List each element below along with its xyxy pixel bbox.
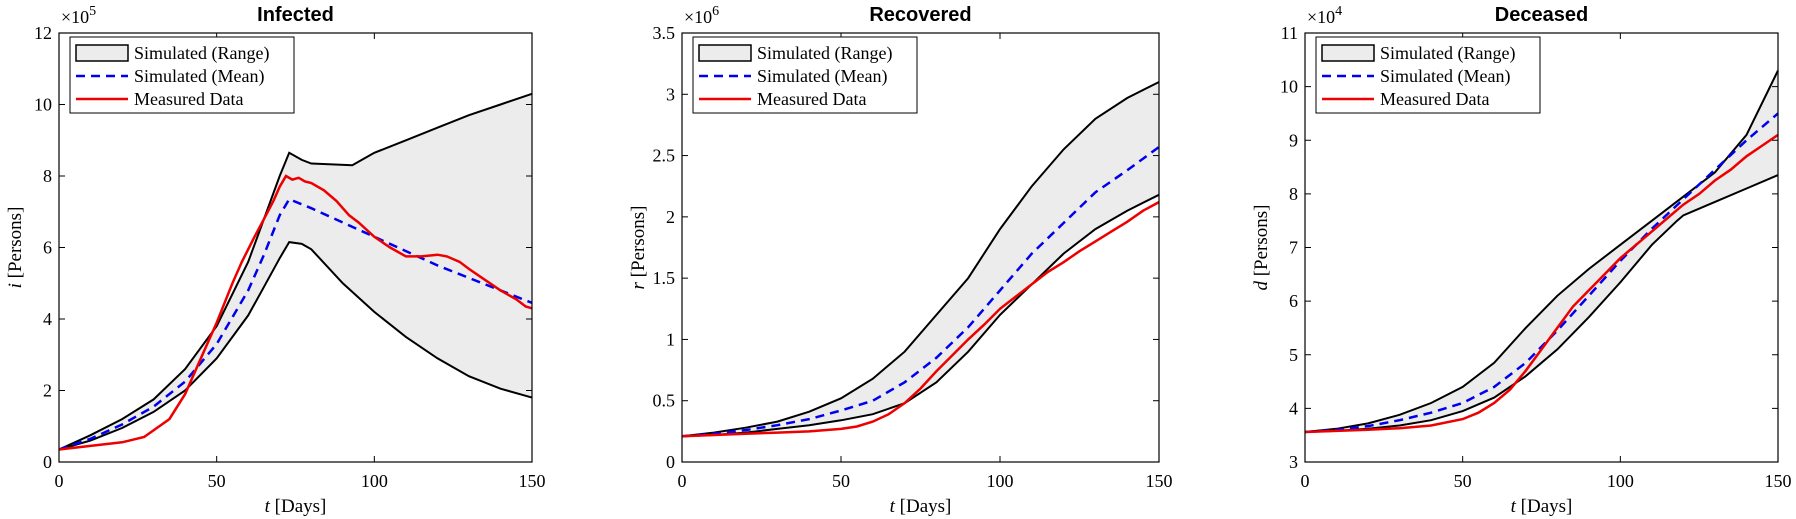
y-tick-label: 1.5: [653, 268, 676, 288]
y-tick-label: 0: [43, 452, 52, 472]
x-tick-label: 0: [1301, 471, 1310, 491]
y-tick-label: 2: [43, 381, 52, 401]
x-tick-label: 150: [1146, 471, 1173, 491]
legend-swatch-range: [75, 44, 129, 62]
legend-swatch-range: [698, 44, 752, 62]
legend-label: Measured Data: [1380, 89, 1489, 109]
range-band: [1305, 70, 1778, 432]
x-tick-label: 100: [1607, 471, 1634, 491]
legend-label: Measured Data: [134, 89, 243, 109]
chart-infected: 0 50 100 150 0 2 4 6 8 10 12 ×105 Infected t [Days] i …: [5, 4, 546, 517]
range-upper-line: [681, 81, 1160, 438]
legend-label: Simulated (Range): [1380, 43, 1515, 64]
x-axis-label: t [Days]: [890, 496, 952, 517]
legend: Simulated (Range)Simulated (Mean)Measure…: [69, 36, 295, 114]
mean-line: [1304, 112, 1779, 434]
x-tick-label: 50: [832, 471, 850, 491]
range-lower-line: [1304, 174, 1779, 433]
y-tick-label: 9: [1289, 130, 1298, 150]
x-tick-label: 150: [519, 471, 546, 491]
measured-line: [681, 201, 1160, 438]
y-tick-label: 1: [666, 329, 675, 349]
x-tick-label: 100: [987, 471, 1014, 491]
x-tick-label: 0: [55, 471, 64, 491]
y-exponent-label: ×106: [684, 4, 719, 27]
y-tick-label: 6: [1289, 291, 1298, 311]
y-tick-label: 3: [666, 84, 675, 104]
legend-label: Simulated (Mean): [134, 66, 264, 87]
y-axis-label: d [Persons]: [1251, 204, 1272, 290]
y-tick-label: 7: [1289, 238, 1298, 258]
mean-line: [58, 197, 533, 451]
legend-label: Simulated (Range): [134, 43, 269, 64]
x-tick-label: 0: [678, 471, 687, 491]
y-tick-label: 2.5: [653, 146, 676, 166]
y-exponent-label: ×104: [1307, 4, 1342, 27]
legend-label: Measured Data: [757, 89, 866, 109]
y-tick-label: 10: [1280, 77, 1298, 97]
chart-recovered: 0 50 100 150 0 0.5 1 1.5 2 2.5 3 3.5 ×106 Recovered t …: [628, 4, 1173, 517]
legend: Simulated (Range)Simulated (Mean)Measure…: [692, 36, 918, 114]
axes-box: [681, 32, 1160, 463]
x-tick-label: 150: [1765, 471, 1792, 491]
y-tick-label: 3: [1289, 452, 1298, 472]
legend-swatch-range: [1321, 44, 1375, 62]
chart-deceased: 0 50 100 150 3 4 5 6 7 8 9 10 11 ×104 Deceased t [Days]…: [1251, 4, 1792, 517]
y-exponent-label: ×105: [61, 4, 96, 27]
legend-label: Simulated (Range): [757, 43, 892, 64]
x-axis-label: t [Days]: [265, 496, 327, 517]
chart-title: Deceased: [1495, 4, 1588, 26]
y-tick-label: 11: [1281, 23, 1298, 43]
y-tick-label: 5: [1289, 345, 1298, 365]
measured-line: [58, 174, 533, 451]
y-axis-label: i [Persons]: [5, 207, 26, 289]
chart-title: Infected: [257, 4, 334, 26]
y-tick-label: 4: [43, 309, 52, 329]
x-axis-label: t [Days]: [1511, 496, 1573, 517]
legend: Simulated (Range)Simulated (Mean)Measure…: [1315, 36, 1541, 114]
y-tick-label: 10: [34, 95, 52, 115]
chart-title: Recovered: [869, 4, 971, 26]
range-band: [59, 93, 532, 450]
legend-label: Simulated (Mean): [1380, 66, 1510, 87]
measured-line: [1304, 133, 1779, 434]
range-upper-line: [1304, 70, 1779, 433]
legend-label: Simulated (Mean): [757, 66, 887, 87]
range-band: [682, 82, 1159, 437]
x-tick-label: 50: [1454, 471, 1472, 491]
y-tick-label: 4: [1289, 398, 1298, 418]
x-tick-label: 100: [361, 471, 388, 491]
y-tick-label: 8: [43, 166, 52, 186]
y-tick-label: 6: [43, 238, 52, 258]
y-tick-label: 12: [34, 23, 52, 43]
mean-line: [681, 145, 1160, 438]
y-tick-label: 3.5: [653, 23, 676, 43]
y-axis-label: r [Persons]: [628, 206, 649, 290]
y-tick-label: 2: [666, 207, 675, 227]
y-tick-label: 8: [1289, 184, 1298, 204]
range-lower-line: [681, 193, 1160, 438]
y-tick-label: 0: [666, 452, 675, 472]
range-lower-line: [58, 241, 533, 451]
x-tick-label: 50: [208, 471, 226, 491]
range-upper-line: [58, 92, 533, 451]
y-tick-label: 0.5: [653, 391, 676, 411]
